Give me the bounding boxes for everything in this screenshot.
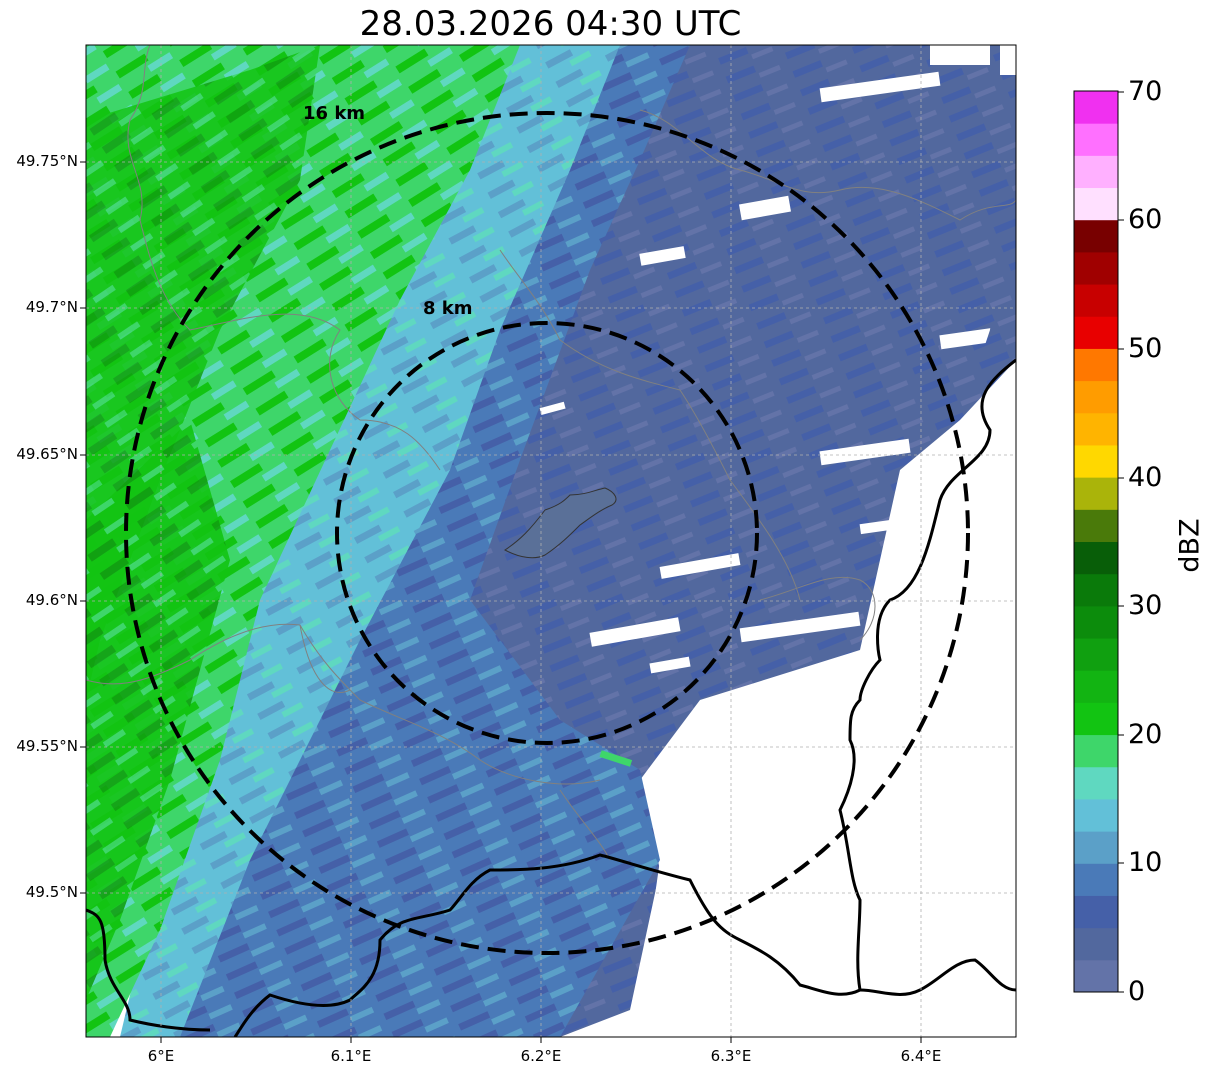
colorbar-tick-label: 20 — [1128, 719, 1163, 750]
range-ring-label-16km: 16 km — [303, 103, 365, 124]
colorbar-segment — [1074, 959, 1118, 993]
map-title: 28.03.2026 04:30 UTC — [359, 4, 742, 44]
lat-tick-label: 49.65°N — [16, 445, 78, 463]
lat-tick-label: 49.55°N — [16, 737, 78, 755]
colorbar-segment — [1074, 573, 1118, 607]
colorbar-segment — [1074, 927, 1118, 961]
colorbar-segment — [1074, 380, 1118, 414]
colorbar-segment — [1074, 702, 1118, 736]
dbz-colorbar — [1074, 91, 1118, 993]
colorbar-segment — [1074, 734, 1118, 768]
range-ring-16km — [124, 111, 970, 955]
colorbar-tick-label: 10 — [1128, 847, 1163, 878]
radar-echo-field: 16 km 8 km — [86, 45, 1016, 1037]
colorbar-tick-label: 70 — [1128, 76, 1163, 107]
colorbar-segment — [1074, 670, 1118, 703]
colorbar-segment — [1074, 91, 1118, 124]
lat-tick-label: 49.6°N — [25, 591, 78, 609]
colorbar-segment — [1074, 412, 1118, 446]
colorbar-segment — [1074, 895, 1118, 929]
lat-tick-label: 49.7°N — [25, 298, 78, 316]
colorbar-segment — [1074, 605, 1118, 639]
colorbar-segment — [1074, 477, 1118, 510]
colorbar-segment — [1074, 541, 1118, 575]
map-frame — [85, 44, 1017, 1038]
lat-tick-label: 49.75°N — [16, 152, 78, 170]
lon-tick-label: 6.2°E — [520, 1047, 562, 1065]
colorbar-segment — [1074, 766, 1118, 800]
colorbar-segment — [1074, 509, 1118, 542]
colorbar-tick-label: 60 — [1128, 204, 1163, 235]
radar-site-outline — [504, 487, 617, 559]
colorbar-tick-label: 50 — [1128, 333, 1163, 364]
colorbar-segment — [1074, 187, 1118, 221]
lon-tick-label: 6.4°E — [900, 1047, 942, 1065]
lat-tick-label: 49.5°N — [25, 883, 78, 901]
lon-tick-label: 6.3°E — [710, 1047, 752, 1065]
colorbar-segment — [1074, 316, 1118, 349]
lon-tick-label: 6.1°E — [330, 1047, 372, 1065]
colorbar-segment — [1074, 219, 1118, 253]
colorbar-segment — [1074, 123, 1118, 156]
colorbar-unit-label: dBZ — [1174, 518, 1206, 573]
colorbar-tick-label: 40 — [1128, 462, 1163, 493]
colorbar-segment — [1074, 798, 1118, 832]
map-gridlines — [86, 45, 1016, 1037]
colorbar-segment — [1074, 444, 1118, 478]
colorbar-segment — [1074, 251, 1118, 285]
range-ring-label-8km: 8 km — [423, 298, 473, 319]
colorbar-segment — [1074, 284, 1118, 317]
colorbar-segment — [1074, 638, 1118, 671]
colorbar-segment — [1074, 348, 1118, 382]
colorbar-segment — [1074, 863, 1118, 896]
colorbar-tick-label: 30 — [1128, 590, 1163, 621]
range-ring-8km — [335, 321, 759, 745]
lon-tick-label: 6°E — [147, 1047, 175, 1065]
colorbar-segment — [1074, 155, 1118, 189]
colorbar-tick-label: 0 — [1128, 976, 1146, 1007]
colorbar-segment — [1074, 831, 1118, 864]
